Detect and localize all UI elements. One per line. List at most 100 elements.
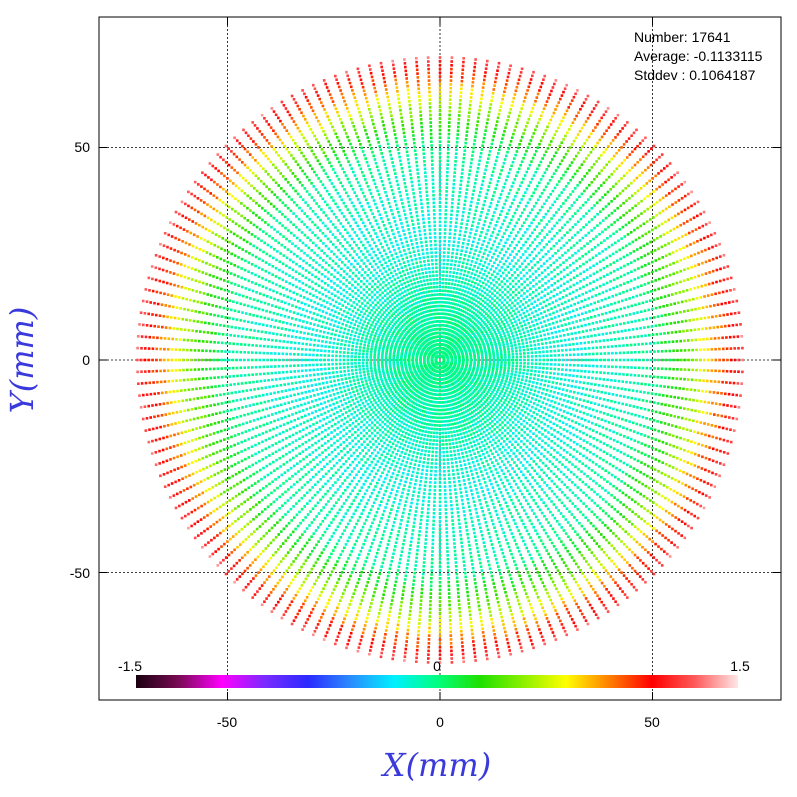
data-point <box>389 153 393 157</box>
data-point <box>444 224 447 228</box>
data-point <box>604 110 608 113</box>
data-point <box>349 269 352 272</box>
data-point <box>501 296 504 299</box>
data-point <box>663 295 667 298</box>
data-point <box>415 210 418 214</box>
data-point <box>482 82 485 86</box>
data-point <box>410 322 413 325</box>
data-point <box>425 244 428 247</box>
data-point <box>409 235 412 239</box>
data-point <box>465 286 468 290</box>
data-point <box>498 196 501 200</box>
data-point <box>363 276 366 280</box>
data-point <box>550 217 553 220</box>
data-point <box>440 320 443 323</box>
data-point <box>453 298 456 302</box>
data-point <box>493 131 496 134</box>
data-point <box>496 291 499 295</box>
data-point <box>403 135 406 138</box>
data-point <box>707 316 710 319</box>
data-point <box>374 303 377 307</box>
data-point <box>643 210 646 213</box>
data-point <box>420 264 423 268</box>
data-point <box>380 200 383 203</box>
data-point <box>512 265 515 268</box>
data-point <box>575 114 578 118</box>
data-point <box>503 282 507 286</box>
data-point <box>438 67 442 71</box>
data-point <box>567 128 571 131</box>
data-point <box>450 317 453 321</box>
data-point <box>722 254 726 257</box>
data-point <box>464 302 468 306</box>
data-point <box>404 185 407 189</box>
data-point <box>521 262 524 265</box>
data-point <box>557 304 560 307</box>
data-point <box>619 216 622 219</box>
data-point <box>499 333 502 337</box>
data-point <box>637 214 640 218</box>
data-point <box>275 207 279 211</box>
data-point <box>519 313 522 317</box>
data-point <box>343 188 346 191</box>
data-point <box>487 336 491 339</box>
data-point <box>668 349 671 353</box>
data-point <box>564 343 568 347</box>
data-point <box>278 210 281 213</box>
data-point <box>459 95 462 98</box>
data-point <box>337 219 340 222</box>
data-point <box>497 315 501 319</box>
data-point <box>587 198 590 201</box>
data-point <box>382 267 386 270</box>
data-point <box>447 305 450 308</box>
data-point <box>694 228 698 231</box>
data-point <box>359 250 363 253</box>
data-point <box>479 323 483 327</box>
data-point <box>274 132 277 136</box>
data-point <box>314 188 318 191</box>
data-point <box>399 262 402 266</box>
data-point <box>438 205 442 208</box>
data-point <box>278 198 282 202</box>
data-point <box>680 320 684 323</box>
data-point <box>417 321 421 325</box>
data-point <box>433 293 437 297</box>
data-point <box>629 279 633 283</box>
data-point <box>575 342 579 346</box>
data-point <box>611 252 615 256</box>
data-point <box>499 239 503 242</box>
data-point <box>457 312 461 315</box>
data-point <box>411 126 414 130</box>
data-point <box>400 198 403 201</box>
data-point <box>476 225 479 229</box>
data-point <box>457 114 461 117</box>
data-point <box>241 161 244 164</box>
data-point <box>357 256 361 259</box>
data-point <box>346 135 349 139</box>
data-point <box>539 302 542 305</box>
data-point <box>520 324 523 328</box>
data-point <box>396 93 400 97</box>
data-point <box>531 241 534 244</box>
data-point <box>474 343 477 347</box>
data-point <box>487 345 490 348</box>
data-point <box>429 297 432 301</box>
data-point <box>434 251 438 254</box>
data-point <box>358 184 362 188</box>
data-point <box>555 299 558 303</box>
data-point <box>647 281 650 285</box>
data-point <box>636 335 640 338</box>
data-point <box>405 77 408 80</box>
data-point <box>254 159 257 162</box>
data-point <box>354 280 357 284</box>
data-point <box>381 272 384 276</box>
data-point <box>405 150 409 154</box>
data-point <box>216 153 220 156</box>
data-point <box>641 139 645 142</box>
data-point <box>476 310 480 313</box>
data-point <box>718 291 721 295</box>
data-point <box>522 243 525 247</box>
data-point <box>693 264 697 268</box>
data-point <box>579 319 582 322</box>
data-point <box>513 304 516 308</box>
